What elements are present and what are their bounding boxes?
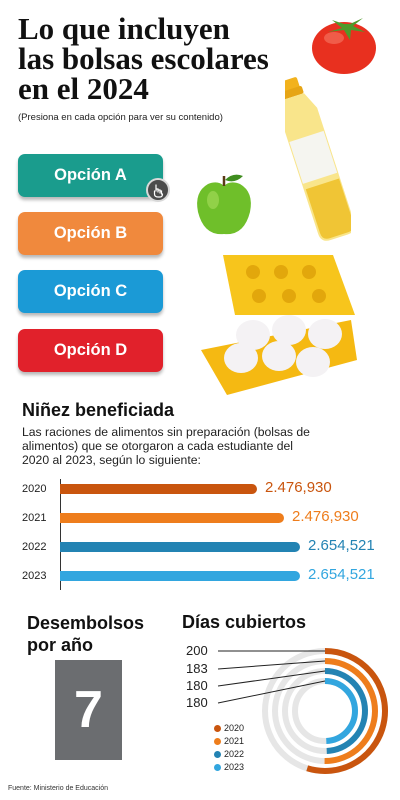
- title-line: Lo que incluyen: [18, 11, 230, 46]
- bar-value-label: 2.654,521: [308, 537, 375, 554]
- legend-swatch: [214, 737, 221, 745]
- bar-year-label: 2023: [22, 570, 47, 582]
- bar-value-label: 2.654,521: [308, 566, 375, 583]
- bar-value-label: 2.476,930: [292, 508, 359, 525]
- bar-chart-axis: [60, 479, 61, 590]
- disbursements-count: 7: [55, 660, 122, 760]
- legend-item: 2023: [214, 762, 244, 772]
- legend-item: 2020: [214, 723, 244, 733]
- option-a-button[interactable]: Opción A: [18, 154, 163, 197]
- legend-label: 2022: [224, 749, 245, 759]
- legend-item: 2021: [214, 736, 244, 746]
- bar-2020: [60, 484, 257, 494]
- egg-carton-icon: [201, 255, 357, 395]
- instructions-text: (Presiona en cada opción para ver su con…: [18, 112, 223, 123]
- option-b-button[interactable]: Opción B: [18, 212, 163, 255]
- bar-value-label: 2.476,930: [265, 479, 332, 496]
- option-d-button[interactable]: Opción D: [18, 329, 163, 372]
- bar-2023: [60, 571, 300, 581]
- days-leader-lines: [217, 650, 326, 704]
- legend-label: 2021: [224, 736, 245, 746]
- title-line: en el 2024: [18, 71, 149, 106]
- tomato-icon: [312, 18, 376, 74]
- days-heading: Días cubiertos: [182, 612, 307, 632]
- legend-swatch: [214, 763, 221, 771]
- title-line: las bolsas escolares: [18, 41, 269, 76]
- leader-line: [217, 670, 326, 687]
- ring-arc-2022: [324, 668, 368, 754]
- bar-2022: [60, 542, 300, 552]
- disbursements-heading: Desembolsos por año: [27, 612, 144, 656]
- oil-bottle-icon: [285, 77, 351, 241]
- bar-year-label: 2022: [22, 541, 47, 553]
- beneficiaries-heading: Niñez beneficiada: [22, 400, 175, 420]
- bar-2021: [60, 513, 284, 523]
- disbursements-heading-line: Desembolsos: [27, 613, 145, 633]
- source-note: Fuente: Ministerio de Educación: [8, 785, 108, 792]
- ring-arc-2023: [324, 678, 358, 744]
- day-value-label: 180: [186, 695, 208, 710]
- bar-year-label: 2021: [22, 512, 47, 524]
- day-value-label: 200: [186, 643, 208, 658]
- disbursements-heading-line: por año: [27, 635, 93, 655]
- legend-label: 2020: [224, 723, 245, 733]
- day-value-label: 183: [186, 661, 208, 676]
- leader-line: [217, 680, 326, 704]
- beneficiaries-description: Las raciones de alimentos sin preparació…: [22, 425, 310, 467]
- legend-label: 2023: [224, 762, 245, 772]
- day-value-label: 180: [186, 678, 208, 693]
- legend-swatch: [214, 750, 221, 758]
- ring-arc-2021: [324, 658, 378, 764]
- legend-item: 2022: [214, 749, 244, 759]
- apple-icon: [197, 174, 251, 235]
- ring-arc-2020: [306, 648, 388, 774]
- page-title: Lo que incluyen las bolsas escolares en …: [18, 11, 298, 106]
- leader-line: [217, 660, 326, 670]
- legend-swatch: [214, 724, 221, 732]
- bar-year-label: 2020: [22, 483, 47, 495]
- hand-pointer-icon: [146, 178, 170, 202]
- option-c-button[interactable]: Opción C: [18, 270, 163, 313]
